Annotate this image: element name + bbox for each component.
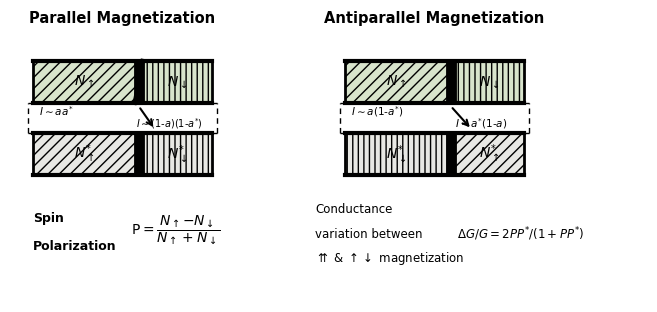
- Text: variation between: variation between: [315, 227, 423, 241]
- Text: $N_{\uparrow}^{*}$: $N_{\uparrow}^{*}$: [479, 142, 499, 165]
- Bar: [455, 133, 524, 175]
- Text: Antiparallel Magnetization: Antiparallel Magnetization: [324, 11, 545, 26]
- Bar: [455, 61, 524, 103]
- Text: $I \sim a(1$-$a^{*})$: $I \sim a(1$-$a^{*})$: [351, 104, 404, 119]
- Text: $N_{\uparrow}$: $N_{\uparrow}$: [386, 74, 406, 90]
- Text: $N_{\downarrow}^{*}$: $N_{\downarrow}^{*}$: [167, 143, 187, 165]
- Text: $I\sim (1$-$a)(1$-$a^{*})$: $I\sim (1$-$a)(1$-$a^{*})$: [136, 117, 203, 131]
- Text: $I \sim a^{*}(1$-$a)$: $I \sim a^{*}(1$-$a)$: [455, 117, 507, 131]
- Text: Polarization: Polarization: [33, 240, 116, 253]
- Text: $N_{\downarrow}^{*}$: $N_{\downarrow}^{*}$: [386, 143, 406, 165]
- Text: $N_{\uparrow}^{*}$: $N_{\uparrow}^{*}$: [74, 142, 94, 165]
- Bar: [143, 61, 212, 103]
- Text: Spin: Spin: [33, 212, 64, 225]
- Text: $I \sim aa^{*}$: $I \sim aa^{*}$: [39, 105, 74, 119]
- Text: $\Delta G/G = 2PP^{*}/(1+PP^{*})$: $\Delta G/G = 2PP^{*}/(1+PP^{*})$: [457, 225, 583, 243]
- Bar: [33, 61, 135, 103]
- Text: $N_{\downarrow}$: $N_{\downarrow}$: [479, 74, 499, 90]
- Bar: [33, 133, 135, 175]
- Bar: [345, 133, 447, 175]
- Bar: [345, 61, 447, 103]
- Text: $\upuparrows$ & $\uparrow\downarrow$ magnetization: $\upuparrows$ & $\uparrow\downarrow$ mag…: [315, 251, 464, 267]
- Text: $N_{\downarrow}$: $N_{\downarrow}$: [167, 74, 187, 90]
- Bar: [143, 133, 212, 175]
- Text: $\mathrm{P} = \dfrac{N_{\uparrow}\mathrm{-}N_{\downarrow}}{N_{\uparrow}+N_{\down: $\mathrm{P} = \dfrac{N_{\uparrow}\mathrm…: [131, 214, 221, 247]
- Text: Parallel Magnetization: Parallel Magnetization: [29, 11, 215, 26]
- Text: $N_{\uparrow}$: $N_{\uparrow}$: [74, 74, 94, 90]
- Text: Conductance: Conductance: [315, 202, 393, 216]
